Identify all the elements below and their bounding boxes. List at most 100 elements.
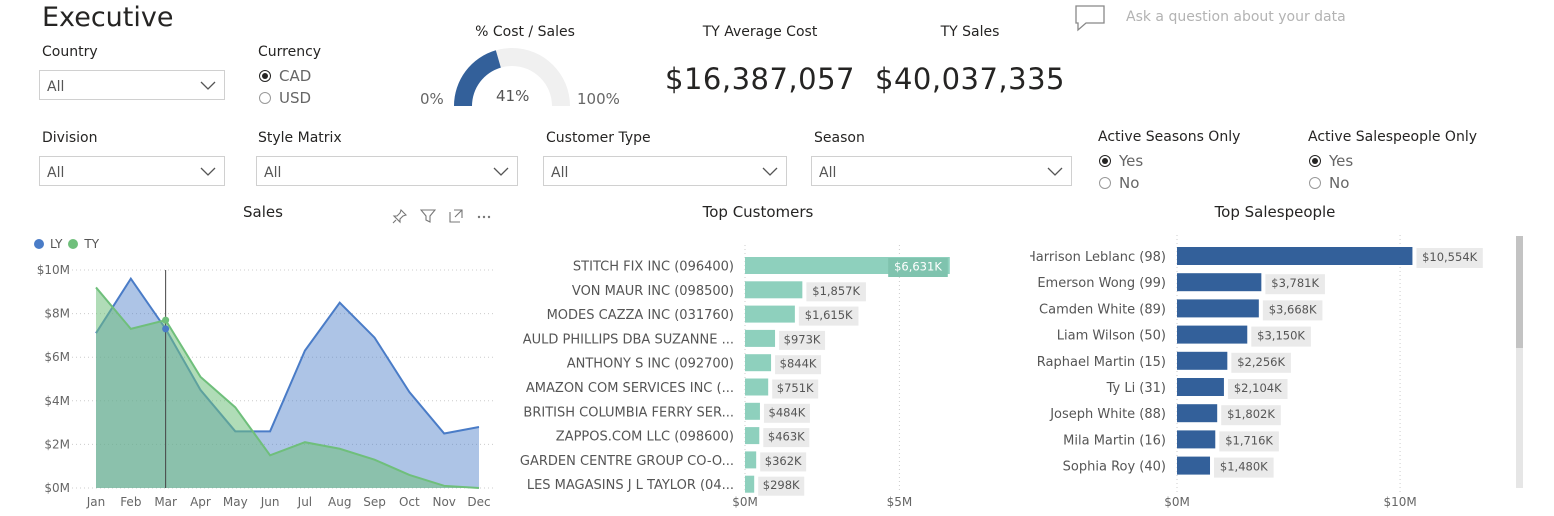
bar [745,354,772,372]
gauge-title: % Cost / Sales [475,24,575,40]
data-label: $1,857K [812,284,860,298]
bar [1177,430,1216,449]
data-label: $3,668K [1269,302,1317,316]
bar-category-label: Ty Li (31) [1106,381,1166,396]
gauge-max-label: 100% [577,90,620,108]
division-value: All [47,165,65,181]
y-tick-label: $4M [44,394,70,408]
scrollbar-thumb[interactable] [1516,236,1523,348]
bar-category-label: Harrison Leblanc (98) [1030,250,1166,265]
data-label: $1,480K [1220,460,1268,474]
x-tick-label: Mar [154,495,177,509]
active-seasons-option-yes[interactable]: Yes [1099,150,1143,172]
active-seasons-option-no[interactable]: No [1099,172,1143,194]
bar-category-label: ZAPPOS.COM LLC (098600) [556,430,734,445]
data-label: $298K [763,478,800,492]
data-label-bg [1416,248,1483,268]
bar-category-label: BRITISH COLUMBIA FERRY SER... [523,405,734,420]
bar [1177,273,1262,292]
customer-type-value: All [551,165,569,181]
division-dropdown[interactable]: All [39,156,225,186]
bar [1177,325,1248,344]
data-label-bg [763,403,810,423]
style-matrix-dropdown[interactable]: All [256,156,518,186]
qa-input[interactable]: Ask a question about your data [1126,9,1346,25]
data-label: $3,781K [1271,276,1319,290]
bar-category-label: Emerson Wong (99) [1037,276,1166,291]
chevron-down-icon [762,167,778,176]
data-label: $362K [765,454,802,468]
series-area-ty [96,287,479,488]
data-label-bg [1251,326,1311,347]
country-dropdown[interactable]: All [39,70,225,100]
season-dropdown[interactable]: All [811,156,1072,186]
legend-ty-swatch [68,239,79,249]
legend-ty-label: TY [84,237,100,251]
pin-icon[interactable] [392,208,408,224]
bar-category-label: ANTHONY S INC (092700) [567,357,734,372]
series-line-ly [95,276,480,435]
chevron-down-icon [1047,167,1063,176]
data-label-bg [798,306,859,326]
customer-type-dropdown[interactable]: All [543,156,787,186]
data-label: $1,615K [805,308,853,322]
data-label: $463K [768,430,805,444]
bar-category-label: Joseph White (88) [1049,407,1166,422]
bar-category-label: LES MAGASINS J L TAYLOR (04... [527,478,734,493]
active-salespeople-option-no[interactable]: No [1309,172,1353,194]
x-tick-label: Nov [432,495,455,509]
top-customers-title: Top Customers [702,203,814,221]
data-label-bg [772,379,819,399]
data-label: $3,150K [1257,329,1305,343]
top-customers-bar-chart[interactable]: $0M $5M STITCH FIX INC (096400) $6,631K VON … [510,225,1030,516]
gauge-value-label: 41% [496,87,530,105]
x-tick-label: $0M [1164,495,1190,509]
currency-option-cad[interactable]: CAD [259,65,311,87]
top-salespeople-title: Top Salespeople [1214,203,1336,221]
top-salespeople-bar-chart[interactable]: $0M $10M Harrison Leblanc (98) $10,554K Emer… [1030,225,1510,516]
currency-option-usd[interactable]: USD [259,87,311,109]
data-label: $10,554K [1422,250,1478,264]
bar [745,305,795,323]
data-label: $844K [780,357,817,371]
sales-area-chart[interactable]: $0M $2M $4M $6M $8M $10M Jan Feb Mar Apr May Jun Jul… [0,255,510,516]
style-matrix-label: Style Matrix [258,130,342,146]
currency-radio-group: CAD USD [259,65,311,109]
filter-icon[interactable] [420,208,436,224]
x-tick-label: Oct [399,495,420,509]
style-matrix-value: All [264,165,282,181]
x-tick-label: May [223,495,248,509]
radio-checked-icon [259,70,271,82]
bar-category-label: Sophia Roy (40) [1063,460,1166,475]
radio-checked-icon [1309,155,1321,167]
data-label-bg [758,476,805,496]
bar [745,402,760,420]
active-salespeople-option-yes[interactable]: Yes [1309,150,1353,172]
active-salespeople-label: Active Salespeople Only [1308,129,1477,145]
data-label-bg [1231,352,1291,373]
bar-category-label: Camden White (89) [1039,302,1166,317]
currency-label: Currency [258,44,322,60]
bar [745,378,769,396]
data-label-bg [1214,457,1274,478]
kpi-sales-title: TY Sales [940,24,1000,40]
y-tick-label: $0M [44,481,70,495]
focus-mode-icon[interactable] [448,208,464,224]
bar [745,281,803,299]
chat-icon[interactable] [1074,4,1106,32]
radio-checked-icon [1099,155,1111,167]
y-tick-label: $10M [37,263,70,277]
gauge-fill [454,50,501,106]
x-tick-label: Sep [363,495,386,509]
bar-category-label: Raphael Martin (15) [1037,355,1166,370]
data-label-bg [779,330,826,350]
chevron-down-icon [200,81,216,90]
x-tick-label: Feb [120,495,141,509]
season-label: Season [814,130,865,146]
more-options-icon[interactable] [476,208,492,224]
active-seasons-label: Active Seasons Only [1098,129,1241,145]
hover-point-ty [162,316,170,324]
scrollbar-track[interactable] [1516,236,1523,488]
bar-category-label: GARDEN CENTRE GROUP CO-O... [520,454,734,469]
bar [1177,247,1413,265]
